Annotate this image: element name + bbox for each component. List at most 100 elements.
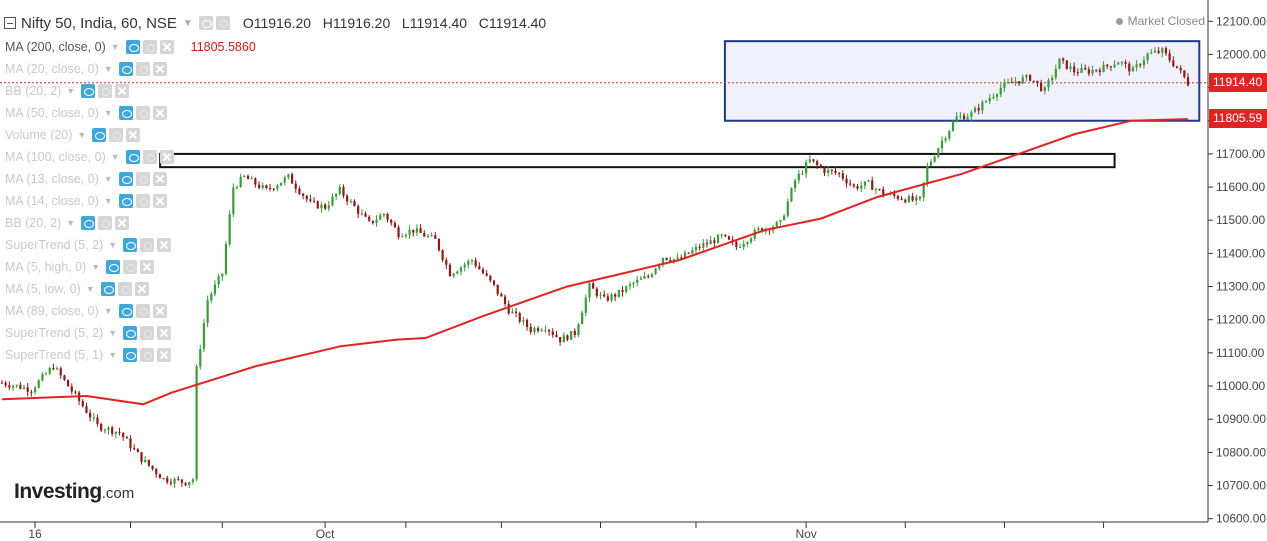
indicator-label[interactable]: SuperTrend (5, 1) [5, 348, 104, 362]
eye-icon[interactable] [100, 282, 115, 296]
chevron-down-icon[interactable]: ▼ [103, 64, 113, 74]
indicator-row[interactable]: BB (20, 2) ▼ [5, 212, 256, 234]
indicator-label[interactable]: MA (50, close, 0) [5, 106, 99, 120]
indicator-label[interactable]: BB (20, 2) [5, 84, 62, 98]
chevron-down-icon[interactable]: ▼ [91, 262, 101, 272]
chevron-down-icon[interactable]: ▼ [103, 306, 113, 316]
indicator-row[interactable]: SuperTrend (5, 1) ▼ [5, 344, 256, 366]
indicator-label[interactable]: MA (5, high, 0) [5, 260, 87, 274]
close-icon[interactable] [115, 216, 130, 230]
indicator-label[interactable]: SuperTrend (5, 2) [5, 238, 104, 252]
indicator-row[interactable]: MA (50, close, 0) ▼ [5, 102, 256, 124]
chevron-down-icon[interactable]: ▼ [108, 350, 118, 360]
close-icon[interactable] [159, 150, 174, 164]
close-icon[interactable] [152, 106, 167, 120]
close-icon[interactable] [152, 194, 167, 208]
gear-icon[interactable] [135, 194, 150, 208]
indicator-label[interactable]: MA (5, low, 0) [5, 282, 81, 296]
indicator-row[interactable]: Volume (20) ▼ [5, 124, 256, 146]
chevron-down-icon[interactable]: ▼ [66, 218, 76, 228]
indicator-label[interactable]: MA (100, close, 0) [5, 150, 106, 164]
eye-icon[interactable] [118, 62, 133, 76]
indicator-row[interactable]: SuperTrend (5, 2) ▼ [5, 234, 256, 256]
indicator-row[interactable]: MA (14, close, 0) ▼ [5, 190, 256, 212]
chevron-down-icon[interactable]: ▼ [85, 284, 95, 294]
resistance-zone[interactable] [159, 152, 1116, 169]
indicator-label[interactable]: SuperTrend (5, 2) [5, 326, 104, 340]
chevron-down-icon[interactable]: ▼ [66, 86, 76, 96]
eye-icon[interactable] [118, 106, 133, 120]
gear-icon[interactable] [135, 304, 150, 318]
close-icon[interactable] [152, 304, 167, 318]
gear-icon[interactable] [135, 62, 150, 76]
close-icon[interactable] [157, 348, 172, 362]
indicator-row[interactable]: MA (5, high, 0) ▼ [5, 256, 256, 278]
gear-icon[interactable] [98, 216, 113, 230]
indicator-row[interactable]: MA (200, close, 0) ▼ 11805.5860 [5, 36, 256, 58]
candle-body [687, 252, 690, 254]
gear-icon[interactable] [117, 282, 132, 296]
gear-icon[interactable] [135, 106, 150, 120]
chevron-down-icon[interactable]: ▼ [108, 240, 118, 250]
gear-icon[interactable] [98, 84, 113, 98]
eye-icon[interactable] [123, 326, 138, 340]
indicator-label[interactable]: BB (20, 2) [5, 216, 62, 230]
close-icon[interactable] [159, 40, 174, 54]
eye-icon[interactable] [198, 16, 213, 30]
chevron-down-icon[interactable]: ▼ [77, 130, 87, 140]
indicator-row[interactable]: MA (20, close, 0) ▼ [5, 58, 256, 80]
chevron-down-icon[interactable]: ▼ [103, 174, 113, 184]
eye-icon[interactable] [81, 84, 96, 98]
gear-icon[interactable] [140, 238, 155, 252]
eye-icon[interactable] [123, 238, 138, 252]
indicator-label[interactable]: MA (89, close, 0) [5, 304, 99, 318]
gear-icon[interactable] [215, 16, 230, 30]
eye-icon[interactable] [118, 172, 133, 186]
indicator-row[interactable]: SuperTrend (5, 2) ▼ [5, 322, 256, 344]
eye-icon[interactable] [125, 40, 140, 54]
indicator-row[interactable]: MA (13, close, 0) ▼ [5, 168, 256, 190]
gear-icon[interactable] [140, 348, 155, 362]
candle-body [55, 368, 59, 370]
chevron-down-icon[interactable]: ▼ [103, 108, 113, 118]
symbol-title[interactable]: Nifty 50, India, 60, NSE [21, 14, 177, 32]
consolidation-box[interactable] [723, 40, 1201, 122]
chevron-down-icon[interactable]: ▼ [103, 196, 113, 206]
eye-icon[interactable] [81, 216, 96, 230]
eye-icon[interactable] [106, 260, 121, 274]
close-icon[interactable] [157, 326, 172, 340]
candle-body [628, 284, 631, 287]
indicator-label[interactable]: MA (200, close, 0) [5, 40, 106, 54]
gear-icon[interactable] [123, 260, 138, 274]
close-icon[interactable] [140, 260, 155, 274]
eye-icon[interactable] [123, 348, 138, 362]
chevron-down-icon[interactable]: ▼ [110, 42, 120, 52]
chevron-down-icon[interactable]: ▼ [182, 17, 193, 29]
indicator-label[interactable]: Volume (20) [5, 128, 73, 142]
gear-icon[interactable] [142, 40, 157, 54]
close-icon[interactable] [152, 62, 167, 76]
close-icon[interactable] [152, 172, 167, 186]
indicator-label[interactable]: MA (13, close, 0) [5, 172, 99, 186]
indicator-row[interactable]: MA (5, low, 0) ▼ [5, 278, 256, 300]
indicator-row[interactable]: MA (100, close, 0) ▼ [5, 146, 256, 168]
collapse-icon[interactable] [4, 17, 16, 29]
eye-icon[interactable] [118, 194, 133, 208]
gear-icon[interactable] [140, 326, 155, 340]
eye-icon[interactable] [92, 128, 107, 142]
gear-icon[interactable] [135, 172, 150, 186]
gear-icon[interactable] [109, 128, 124, 142]
eye-icon[interactable] [118, 304, 133, 318]
close-icon[interactable] [134, 282, 149, 296]
indicator-row[interactable]: MA (89, close, 0) ▼ [5, 300, 256, 322]
gear-icon[interactable] [142, 150, 157, 164]
close-icon[interactable] [126, 128, 141, 142]
indicator-label[interactable]: MA (20, close, 0) [5, 62, 99, 76]
eye-icon[interactable] [125, 150, 140, 164]
chevron-down-icon[interactable]: ▼ [108, 328, 118, 338]
indicator-row[interactable]: BB (20, 2) ▼ [5, 80, 256, 102]
indicator-label[interactable]: MA (14, close, 0) [5, 194, 99, 208]
close-icon[interactable] [157, 238, 172, 252]
chevron-down-icon[interactable]: ▼ [110, 152, 120, 162]
close-icon[interactable] [115, 84, 130, 98]
